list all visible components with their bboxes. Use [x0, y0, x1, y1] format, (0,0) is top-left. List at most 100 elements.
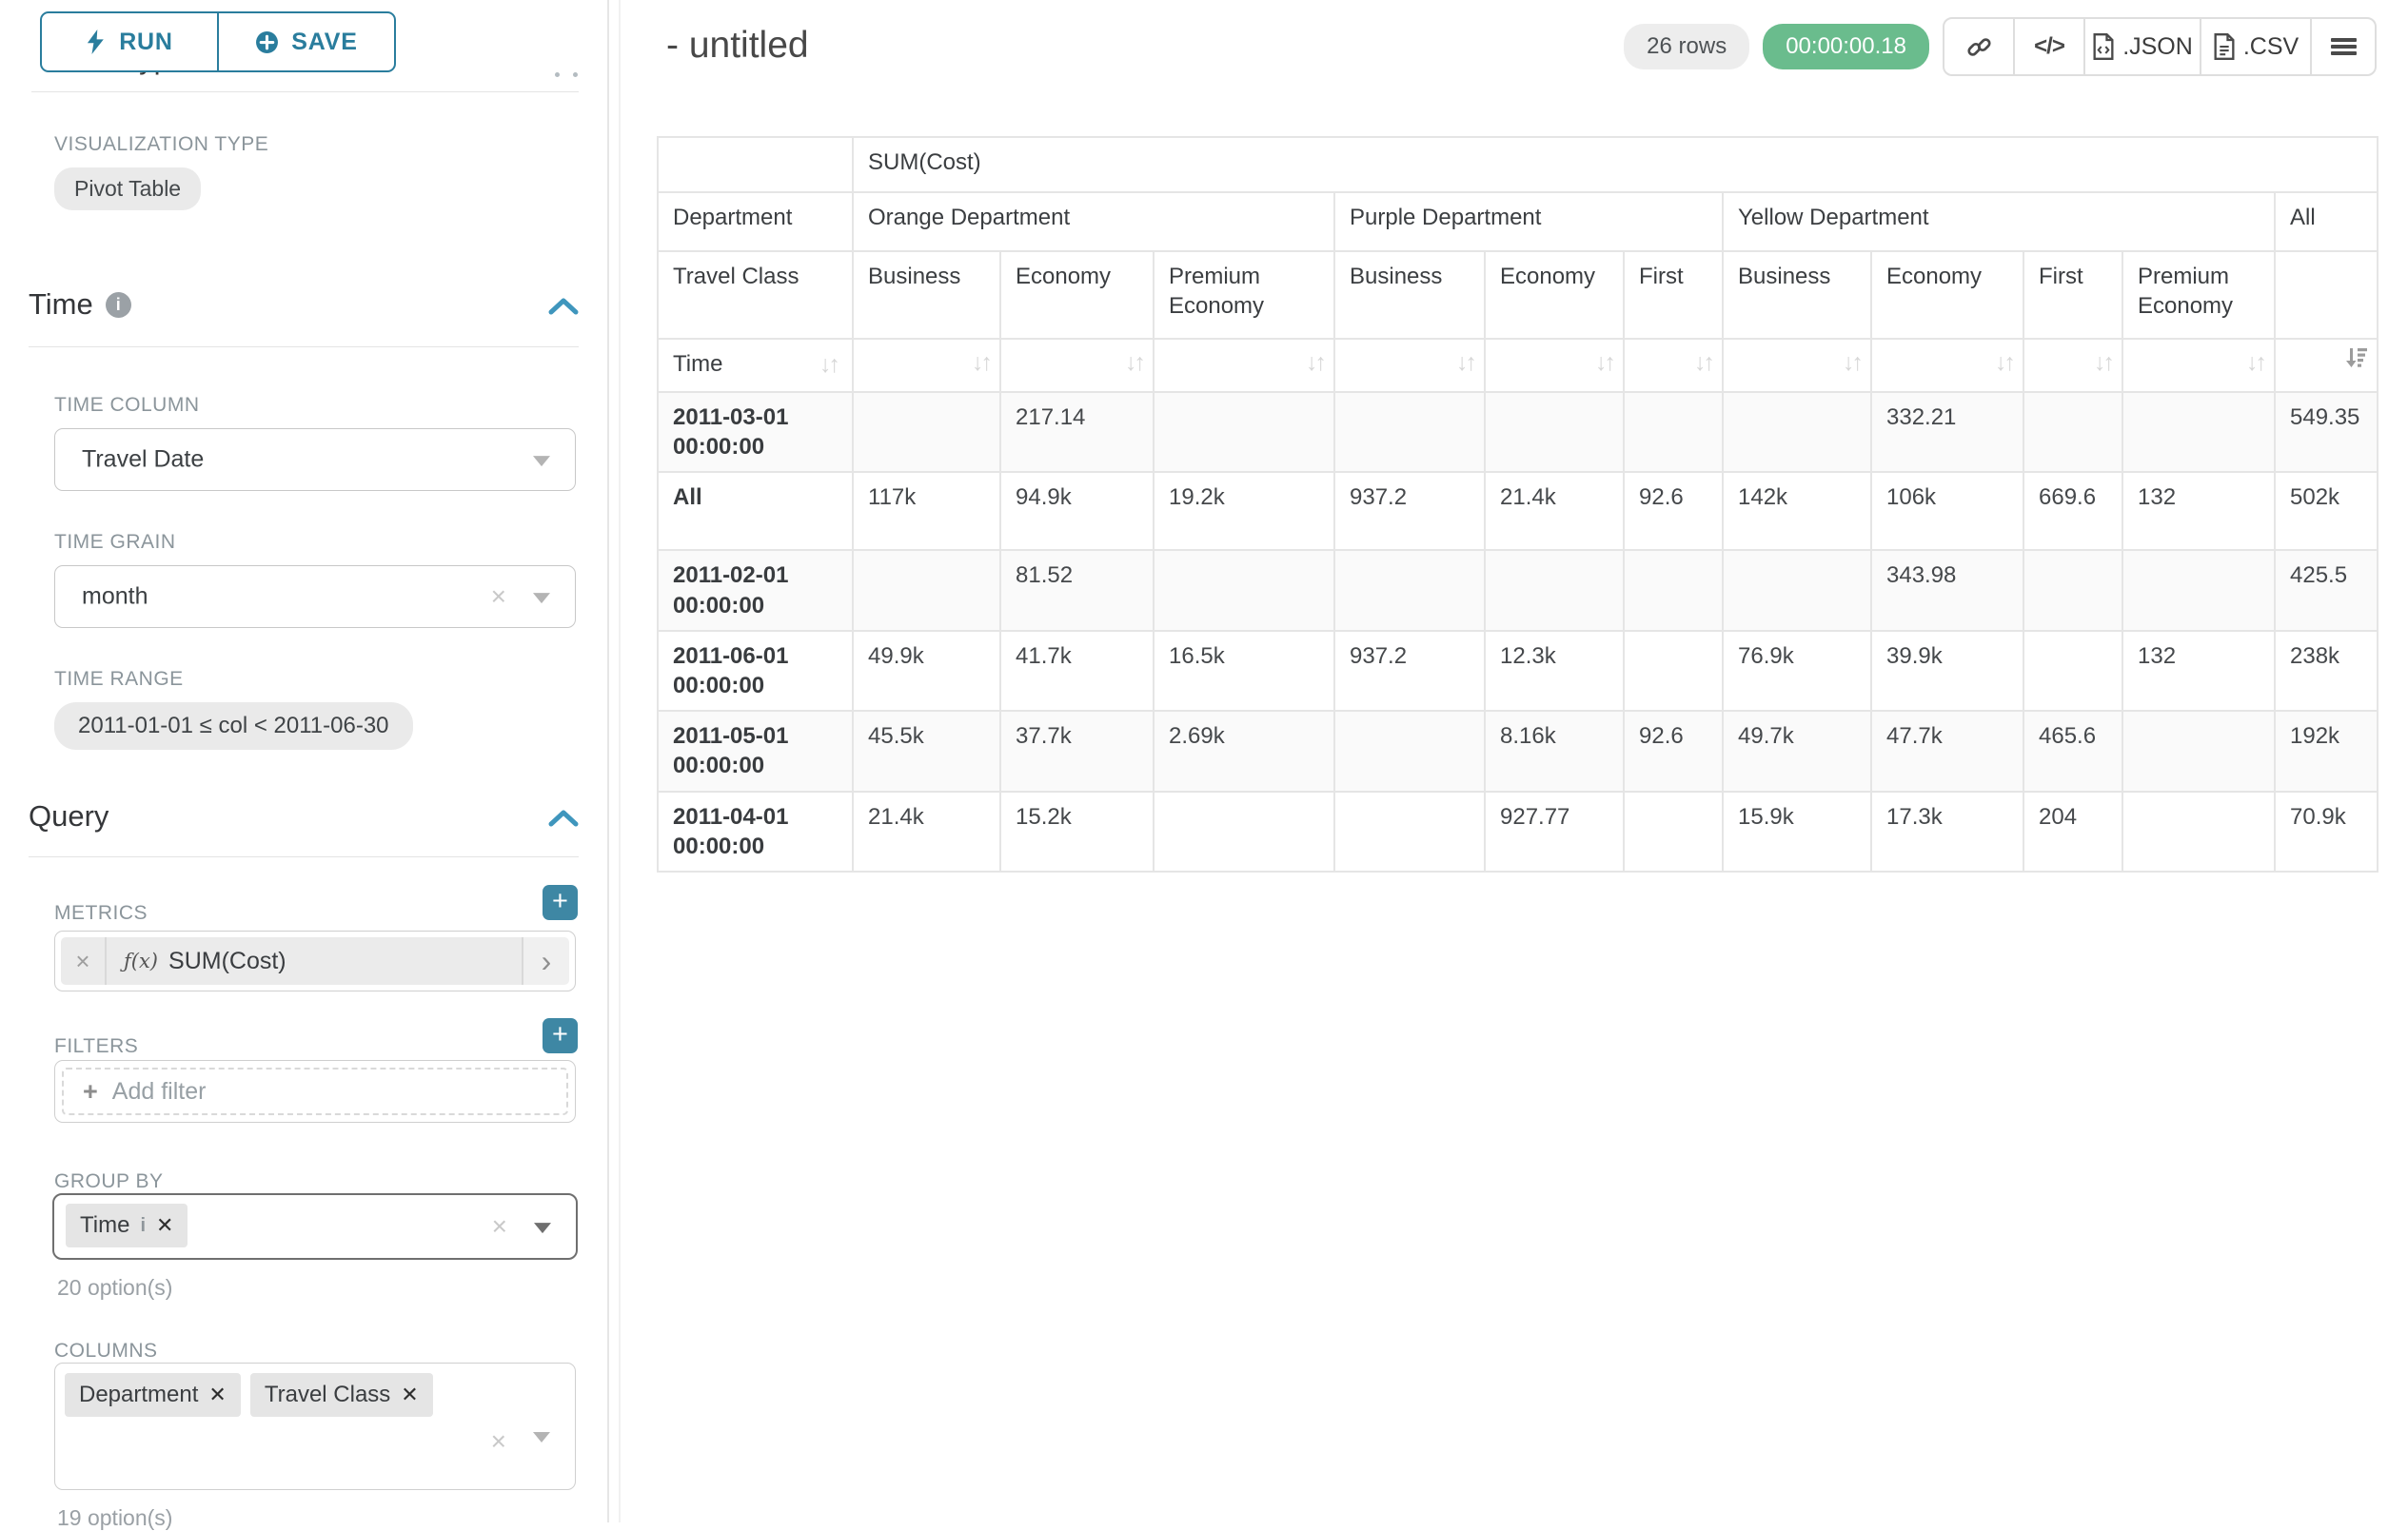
pivot-sort-header[interactable]: ↓↑ — [1334, 339, 1485, 392]
time-range-value[interactable]: 2011-01-01 ≤ col < 2011-06-30 — [54, 702, 413, 750]
clear-icon[interactable]: × — [492, 1211, 507, 1242]
sort-icon[interactable]: ↓↑ — [819, 349, 838, 381]
sort-icon[interactable]: ↓↑ — [1125, 347, 1143, 379]
pivot-sort-header[interactable]: ↓↑ — [1485, 339, 1624, 392]
plus-icon: + — [83, 1077, 98, 1107]
pivot-cell: 132 — [2122, 631, 2275, 711]
remove-metric-icon[interactable]: × — [61, 937, 107, 985]
clear-icon[interactable]: × — [491, 581, 506, 612]
pivot-cell — [2122, 711, 2275, 791]
pivot-col-header: Economy — [1485, 251, 1624, 339]
info-icon[interactable]: i — [106, 292, 131, 318]
collapse-chevron-icon[interactable] — [548, 297, 579, 316]
chip-label: Department — [79, 1382, 198, 1408]
clear-icon[interactable]: × — [491, 1426, 506, 1457]
run-button[interactable]: RUN — [42, 13, 217, 70]
sort-icon[interactable]: ↓↑ — [1595, 347, 1613, 379]
pivot-cell — [2023, 392, 2122, 472]
chip-label: Travel Class — [265, 1382, 390, 1408]
remove-chip-icon[interactable]: ✕ — [401, 1383, 418, 1407]
time-column-select[interactable]: Travel Date — [54, 428, 576, 491]
pivot-table-container: SUM(Cost)DepartmentOrange DepartmentPurp… — [657, 136, 2378, 873]
group-by-select[interactable]: Timei✕ × — [52, 1193, 578, 1260]
pivot-sort-header[interactable]: ↓↑ — [1871, 339, 2023, 392]
pivot-cell: 41.7k — [1000, 631, 1154, 711]
caret-down-icon[interactable] — [533, 593, 550, 603]
pivot-data-row: All117k94.9k19.2k937.221.4k92.6142k106k6… — [658, 472, 2378, 550]
sort-icon[interactable]: ↓↑ — [2094, 347, 2112, 379]
add-metric-button[interactable]: + — [543, 885, 578, 920]
export-csv-button[interactable]: .CSV — [2200, 19, 2310, 74]
add-filter-button[interactable]: + Add filter — [62, 1068, 568, 1115]
group-by-chips: Timei✕ — [66, 1204, 188, 1247]
query-section-title: Query — [29, 799, 109, 834]
pivot-sort-header[interactable]: ↓↑ — [1154, 339, 1334, 392]
pivot-sort-header[interactable]: ↓↑ — [1723, 339, 1871, 392]
hamburger-icon — [2331, 35, 2357, 58]
pivot-sort-header[interactable]: ↓↑ — [853, 339, 1000, 392]
pivot-cell: 49.9k — [853, 631, 1000, 711]
pivot-cell — [2122, 792, 2275, 872]
time-range-label: TIME RANGE — [54, 668, 184, 691]
expand-metric-icon[interactable]: › — [522, 937, 569, 985]
metric-pill[interactable]: × ƒ(x) SUM(Cost) › — [61, 937, 569, 985]
pivot-cell: 21.4k — [1485, 472, 1624, 550]
time-grain-select[interactable]: month × — [54, 565, 576, 628]
rowdim-label: Time — [673, 349, 722, 379]
sort-icon[interactable]: ↓↑ — [1694, 347, 1712, 379]
sort-icon[interactable]: ↓↑ — [1843, 347, 1861, 379]
pivot-row-label: 2011-03-01 00:00:00 — [658, 392, 853, 472]
pivot-sort-header[interactable]: ↓↑ — [2023, 339, 2122, 392]
export-json-button[interactable]: .JSON — [2083, 19, 2200, 74]
pivot-cell — [1624, 631, 1723, 711]
filters-label: FILTERS — [54, 1035, 138, 1058]
caret-down-icon[interactable] — [534, 1223, 551, 1233]
sort-icon[interactable]: ↓↑ — [2246, 347, 2264, 379]
pivot-cell: 937.2 — [1334, 472, 1485, 550]
pivot-cell: 8.16k — [1485, 711, 1624, 791]
dimension-chip[interactable]: Travel Class ✕ — [250, 1373, 433, 1417]
time-grain-value: month — [82, 583, 148, 611]
pivot-cell: 19.2k — [1154, 472, 1334, 550]
more-options-button[interactable] — [2310, 19, 2375, 74]
columns-select[interactable]: Department ✕ Travel Class ✕ × — [54, 1363, 576, 1490]
sort-descending-icon[interactable] — [2343, 345, 2369, 371]
pivot-cell: 17.3k — [1871, 792, 2023, 872]
pivot-data-row: 2011-02-01 00:00:0081.52343.98425.5 — [658, 550, 2378, 630]
dimension-chip[interactable]: Timei✕ — [66, 1204, 188, 1247]
dimension-chip[interactable]: Department ✕ — [65, 1373, 241, 1417]
pivot-cell: 76.9k — [1723, 631, 1871, 711]
collapse-chevron-icon[interactable] — [548, 809, 579, 828]
metric-body[interactable]: ƒ(x) SUM(Cost) — [107, 937, 522, 985]
sort-icon[interactable]: ↓↑ — [1306, 347, 1324, 379]
info-icon[interactable]: i — [140, 1215, 146, 1237]
pivot-cell — [1723, 550, 1871, 630]
pivot-cell: 465.6 — [2023, 711, 2122, 791]
pivot-sort-header[interactable] — [2275, 339, 2378, 392]
sort-icon[interactable]: ↓↑ — [1456, 347, 1474, 379]
pivot-sort-header[interactable]: ↓↑ — [1000, 339, 1154, 392]
sort-icon[interactable]: ↓↑ — [972, 347, 990, 379]
metrics-container: × ƒ(x) SUM(Cost) › — [54, 931, 576, 991]
query-timer-badge: 00:00:00.18 — [1763, 24, 1929, 69]
pivot-rowdim-header[interactable]: Time ↓↑ — [658, 339, 853, 392]
pivot-cell — [1154, 792, 1334, 872]
visualization-type-value[interactable]: Pivot Table — [54, 167, 201, 210]
pivot-sort-header[interactable]: ↓↑ — [2122, 339, 2275, 392]
pivot-sort-header[interactable]: ↓↑ — [1624, 339, 1723, 392]
sort-icon[interactable]: ↓↑ — [1995, 347, 2013, 379]
caret-down-icon[interactable] — [533, 1432, 550, 1443]
pivot-col-header: Business — [1334, 251, 1485, 339]
pivot-row-label: 2011-06-01 00:00:00 — [658, 631, 853, 711]
pivot-table: SUM(Cost)DepartmentOrange DepartmentPurp… — [657, 136, 2378, 873]
save-button[interactable]: SAVE — [217, 13, 394, 70]
pivot-cell — [1154, 550, 1334, 630]
caret-down-icon[interactable] — [533, 456, 550, 466]
chart-title[interactable]: - untitled — [666, 25, 809, 67]
add-filter-plus-button[interactable]: + — [543, 1018, 578, 1053]
pivot-row-label: All — [658, 472, 853, 550]
remove-chip-icon[interactable]: ✕ — [156, 1213, 173, 1238]
copy-link-button[interactable] — [1944, 19, 2013, 74]
remove-chip-icon[interactable]: ✕ — [208, 1383, 226, 1407]
view-query-button[interactable]: </> — [2013, 19, 2083, 74]
